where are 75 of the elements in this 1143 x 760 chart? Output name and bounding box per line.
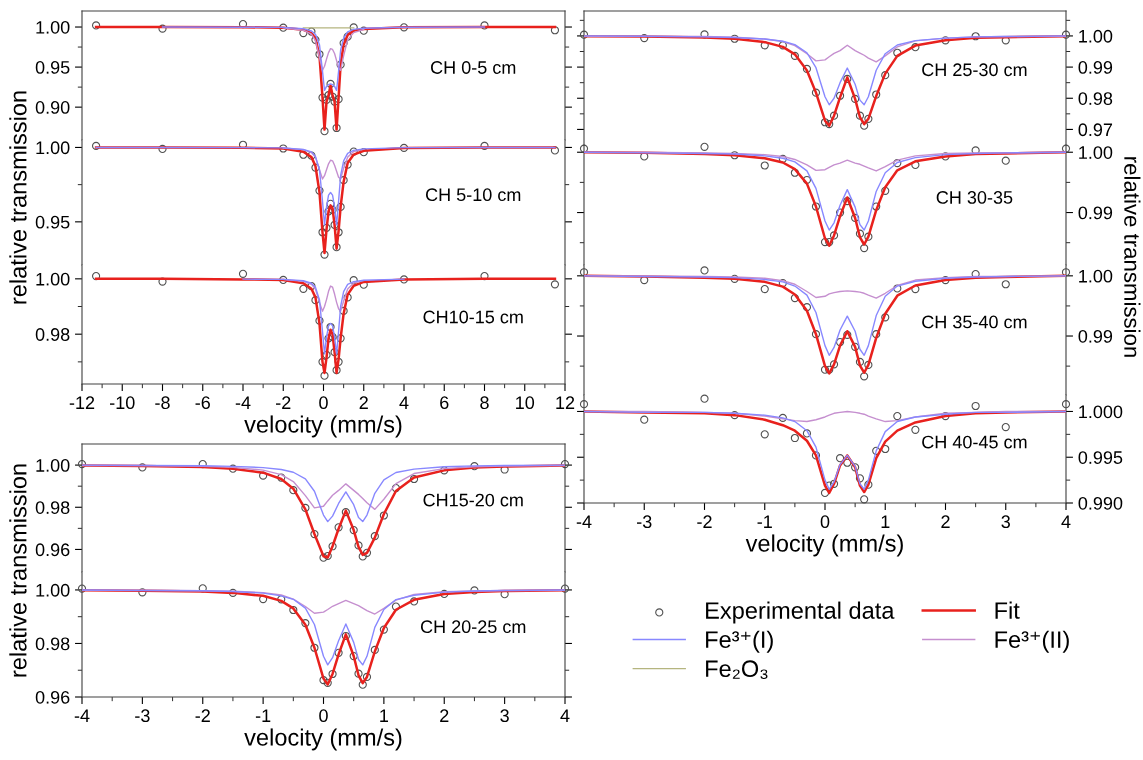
annotation: CH 20-25 cm [420,620,526,634]
legend-label: Fe³⁺(II) [995,630,1069,653]
y-tick-label: 0.98 [35,328,70,341]
y-tick-label: 0.95 [35,215,70,229]
annotation: CH 25-30 cm [922,63,1027,77]
legend-label: Fe₂O₃ [706,660,768,679]
y-tick-label: 0.96 [35,690,70,704]
y2-tick-label: 0.99 [1078,61,1113,74]
annotation: CH 35-40 cm [922,315,1027,329]
x-tick-label: 2 [359,396,368,409]
legend-label: Fe³⁺(I) [706,630,773,653]
x-tick-label: 4 [399,396,409,409]
x-tick-label: -10 [110,396,135,410]
y2-tick-label: 1.000 [1079,405,1123,419]
y2-tick-label: 1.00 [1079,146,1113,159]
y-tick-label: 0.98 [35,501,70,514]
x-tick-label: -8 [155,396,170,410]
y-tick-label: 0.98 [35,637,70,651]
x-tick-label: 3 [500,709,509,723]
y-axis-title: relative transmission [9,464,27,677]
x-tick-label: -1 [255,709,271,722]
x-tick-label: 2 [941,515,950,528]
annotation: CH 5-10 cm [425,188,521,202]
legend-label: Experimental data [706,601,895,624]
y2-tick-label: 0.99 [1078,329,1113,343]
annotation: CH 30-35 [936,191,1013,204]
x-tick-label: -12 [69,396,95,409]
x-axis-title: velocity (mm/s) [244,415,402,438]
y-tick-label: 0.95 [35,61,70,74]
y2-tick-label: 0.990 [1078,496,1123,510]
y2-tick-label: 1.00 [1079,269,1113,283]
x-tick-label: -4 [576,515,592,528]
x-tick-label: 6 [440,396,449,410]
x-tick-label: 0 [319,709,328,723]
x-tick-label: 3 [1001,515,1010,529]
x-tick-label: -2 [195,709,210,722]
x-tick-label: -3 [637,515,652,529]
y-tick-label: 1.00 [36,20,70,34]
x-tick-label: -2 [697,515,712,528]
annotation: CH10-15 cm [423,310,523,324]
x-tick-label: 12 [556,396,575,409]
y2-tick-label: 0.995 [1078,451,1123,464]
legend-label: Fit [995,601,1020,619]
y-tick-label: 1.00 [36,459,70,472]
x-tick-label: -4 [235,396,251,409]
x-axis-title: velocity (mm/s) [244,728,402,751]
x-tick-label: 1 [380,709,389,722]
y-tick-label: 1.00 [36,272,70,286]
y2-tick-label: 0.97 [1078,123,1113,137]
x-tick-label: 2 [440,709,449,722]
x-tick-label: -4 [74,709,90,722]
x-tick-label: 0 [319,396,328,410]
x-tick-label: 8 [480,396,489,410]
y-tick-label: 1.00 [36,141,70,155]
x-tick-label: -6 [195,396,210,410]
x-axis-title: velocity (mm/s) [745,534,903,557]
x-tick-label: -1 [757,515,772,528]
x-tick-label: 10 [516,396,535,410]
annotation: CH 40-45 cm [922,435,1027,449]
x-tick-label: -3 [135,709,150,723]
y2-tick-label: 1.00 [1079,29,1113,43]
x-tick-label: 4 [560,709,570,722]
y2-tick-label: 0.99 [1078,206,1113,220]
y2-axis-title: relative transmission [1124,157,1141,357]
x-tick-label: 1 [881,515,890,528]
x-tick-label: 4 [1061,515,1071,528]
y-axis-title: relative transmission [9,91,27,304]
annotation: CH15-20 cm [423,493,523,507]
y-tick-label: 0.96 [35,543,70,557]
x-tick-label: -2 [276,396,291,409]
y-tick-label: 1.00 [36,583,70,597]
annotation: CH 0-5 cm [431,61,516,74]
y-tick-label: 0.90 [35,101,70,114]
y2-tick-label: 0.98 [1078,92,1113,105]
x-tick-label: 0 [820,515,830,529]
